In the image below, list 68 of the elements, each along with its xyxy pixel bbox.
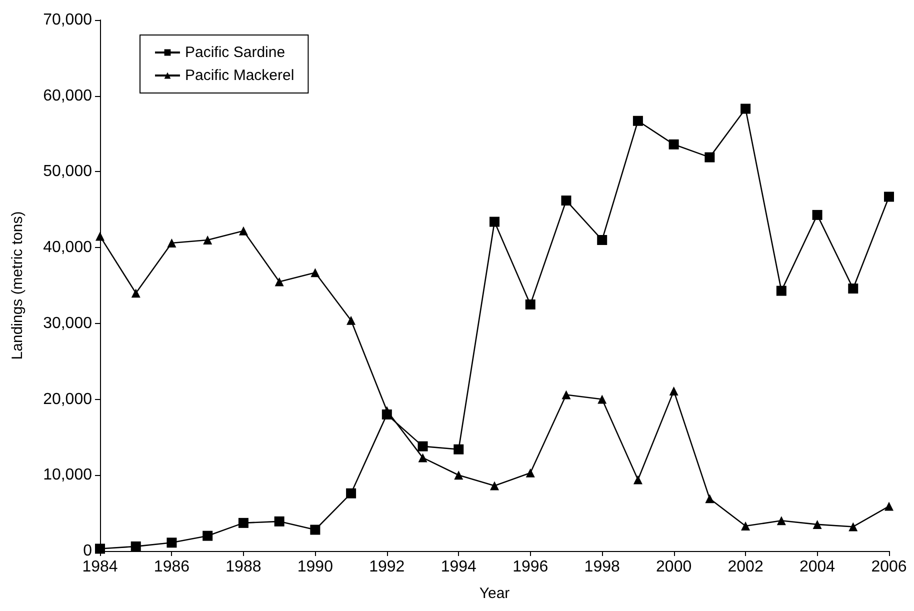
point [597,234,608,245]
point [848,284,858,294]
point [131,288,140,298]
point [167,238,176,248]
point [669,386,678,396]
point [418,453,428,462]
y-tick-label: 20,000 [43,390,92,408]
point [346,488,356,498]
point [741,521,750,530]
y-tick-label: 10,000 [43,466,92,484]
y-tick-label: 70,000 [43,12,92,28]
point [454,470,464,480]
x-tick-label: 2002 [728,558,764,576]
legend-label: Pacific Mackerel [185,67,294,84]
y-tick-label: 60,000 [43,87,92,104]
point [740,104,751,114]
point [202,530,213,541]
point [96,232,104,241]
point [812,210,822,220]
point [704,152,715,162]
point [166,538,177,548]
x-tick-label: 1990 [297,558,334,576]
point [526,468,535,478]
point [884,192,894,202]
point [238,518,248,528]
point [310,524,320,535]
point [848,522,858,532]
x-tick-label: 1996 [512,558,548,576]
point [490,481,499,490]
x-tick-label: 2006 [871,558,907,576]
point [274,516,284,526]
x-tick-label: 1992 [369,558,405,576]
point [705,494,714,504]
point [598,394,607,404]
x-tick-label: 1994 [440,558,477,576]
x-tick-label: 1988 [226,558,262,576]
point [418,441,428,452]
point [561,196,572,206]
point [490,216,500,227]
y-tick-label: 0 [83,542,92,560]
x-tick-label: 1986 [154,558,190,576]
point [525,299,536,310]
point [130,541,141,552]
y-tick-label: 50,000 [43,163,92,180]
legend-label: Pacific Sardine [185,44,286,61]
point [776,286,786,296]
point [632,116,643,126]
point [454,444,464,454]
y-tick-label: 30,000 [43,314,92,332]
point [238,226,248,236]
x-axis-title: Year [479,585,510,602]
y-tick-label: 40,000 [43,239,92,256]
point [346,316,356,325]
point [776,516,786,526]
point [562,390,571,400]
x-tick-label: 1998 [584,558,620,576]
point [310,268,320,278]
x-tick-label: 1984 [82,558,118,576]
point [884,502,894,511]
x-tick-label: 2000 [656,558,692,576]
y-axis-title: Landings (metric tons) [9,211,26,360]
point [668,139,679,150]
point [274,277,284,286]
point [812,520,822,529]
x-tick-label: 2004 [799,558,836,576]
point [633,475,642,484]
point [203,235,212,244]
point [95,544,105,554]
